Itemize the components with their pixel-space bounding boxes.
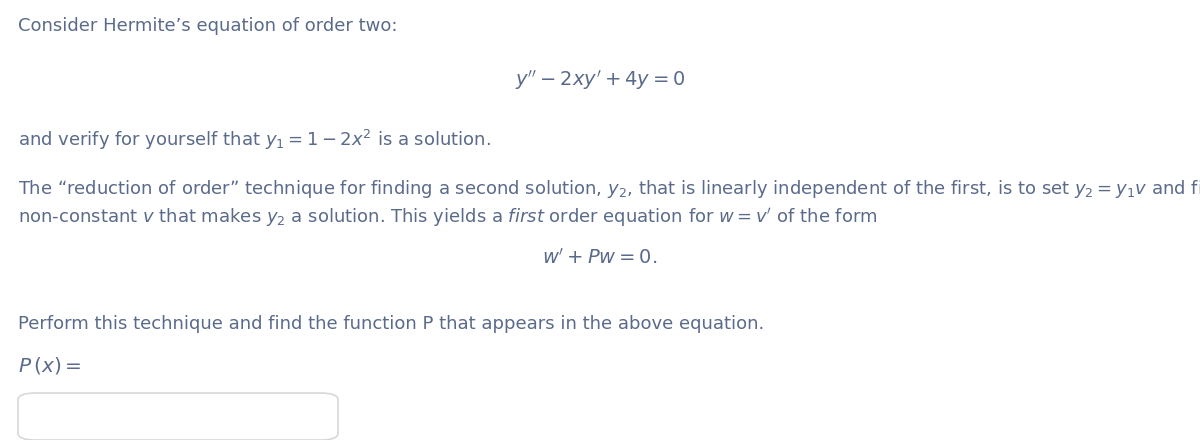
Text: $y'' - 2xy' + 4y = 0$: $y'' - 2xy' + 4y = 0$ (515, 68, 685, 92)
Text: $w' + Pw = 0.$: $w' + Pw = 0.$ (542, 248, 658, 268)
Text: Perform this technique and find the function P that appears in the above equatio: Perform this technique and find the func… (18, 315, 764, 333)
FancyBboxPatch shape (18, 393, 338, 440)
Text: $P\,(x) =$: $P\,(x) =$ (18, 355, 82, 376)
Text: The “reduction of order” technique for finding a second solution, $y_2$, that is: The “reduction of order” technique for f… (18, 178, 1200, 200)
Text: Consider Hermite’s equation of order two:: Consider Hermite’s equation of order two… (18, 17, 397, 35)
Text: non-constant $v$ that makes $y_2$ a solution. This yields a $\it{first}$ order e: non-constant $v$ that makes $y_2$ a solu… (18, 206, 877, 229)
Text: and verify for yourself that $y_1 = 1 - 2x^2$ is a solution.: and verify for yourself that $y_1 = 1 - … (18, 128, 491, 152)
